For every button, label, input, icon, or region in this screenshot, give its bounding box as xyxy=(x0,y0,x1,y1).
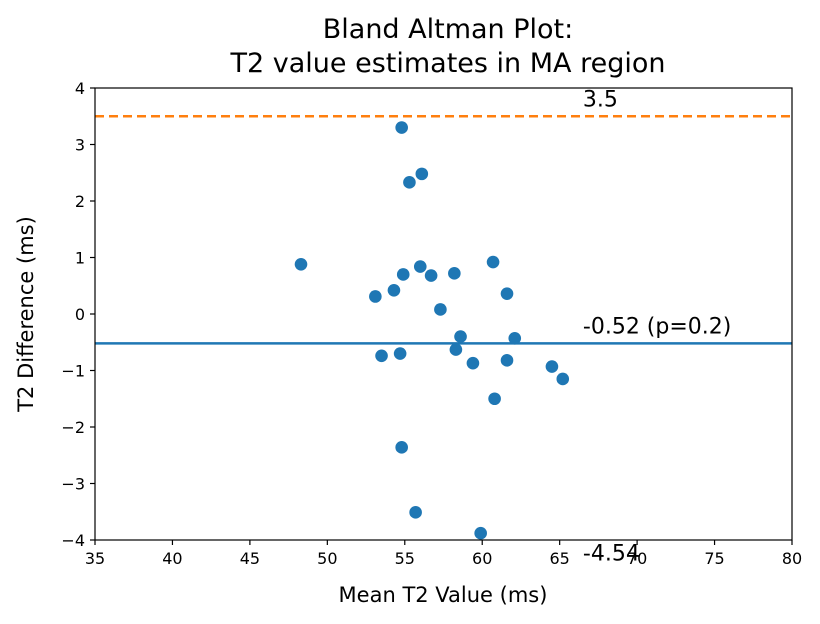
data-point xyxy=(486,255,500,269)
data-point xyxy=(474,526,487,540)
chart-title: Bland Altman Plot:T2 value estimates in … xyxy=(230,14,666,79)
y-tick-label: 4 xyxy=(75,79,85,98)
data-point xyxy=(500,354,514,367)
x-tick-label: 70 xyxy=(627,549,647,568)
x-tick-label: 55 xyxy=(395,549,415,568)
data-point xyxy=(500,287,514,300)
data-point xyxy=(393,347,407,360)
data-point xyxy=(369,290,382,303)
data-point xyxy=(395,121,408,134)
data-point xyxy=(395,441,408,454)
reference-lines xyxy=(95,115,792,345)
y-tick-label: −4 xyxy=(61,531,85,550)
data-point xyxy=(434,303,447,316)
data-point xyxy=(409,506,422,519)
data-point xyxy=(294,257,308,271)
x-tick-label: 75 xyxy=(704,549,724,568)
reference-line-label-3: -4.54 xyxy=(583,542,640,567)
y-tick-label: 2 xyxy=(75,192,85,211)
x-axis-ticks: 35 40 45 50 55 60 65 70 75 80 xyxy=(85,540,802,568)
y-tick-label: 1 xyxy=(75,249,85,268)
reference-line-label-2: 3.5 xyxy=(583,87,618,112)
y-tick-label: −3 xyxy=(61,475,85,494)
data-point xyxy=(387,283,401,297)
data-point xyxy=(448,267,461,280)
data-point xyxy=(413,260,427,273)
scatter-points xyxy=(294,121,570,540)
data-point xyxy=(508,331,522,345)
data-point xyxy=(556,372,570,386)
x-tick-label: 35 xyxy=(85,549,105,568)
data-point xyxy=(488,392,501,406)
data-point xyxy=(449,343,463,356)
chart-title-line-1: Bland Altman Plot: xyxy=(323,14,574,45)
data-point xyxy=(454,330,467,343)
data-point xyxy=(403,176,416,189)
x-tick-label: 80 xyxy=(782,549,802,568)
data-point xyxy=(466,356,480,370)
y-axis-ticks: 4 3 2 1 0 −1 −2 −3 −4 xyxy=(61,79,95,550)
data-point xyxy=(415,167,429,181)
y-tick-label: −2 xyxy=(61,418,85,437)
x-tick-label: 60 xyxy=(472,549,492,568)
y-axis-label: T2 Difference (ms) xyxy=(14,216,38,413)
y-tick-label: 3 xyxy=(75,136,85,155)
x-tick-label: 45 xyxy=(240,549,260,568)
x-axis-label: Mean T2 Value (ms) xyxy=(339,583,548,607)
x-tick-label: 50 xyxy=(317,549,337,568)
chart-title-line-2: T2 value estimates in MA region xyxy=(230,48,666,79)
x-tick-label: 40 xyxy=(162,549,182,568)
y-tick-label: 0 xyxy=(75,305,85,324)
data-point xyxy=(375,349,388,363)
data-point xyxy=(396,268,410,281)
data-point xyxy=(545,360,559,373)
reference-line-label-1: -0.52 (p=0.2) xyxy=(583,314,731,339)
reference-line-labels: -0.52 (p=0.2) 3.5 -4.54 xyxy=(583,87,731,566)
x-tick-label: 65 xyxy=(549,549,569,568)
y-tick-label: −1 xyxy=(61,362,85,381)
data-point xyxy=(424,269,438,282)
